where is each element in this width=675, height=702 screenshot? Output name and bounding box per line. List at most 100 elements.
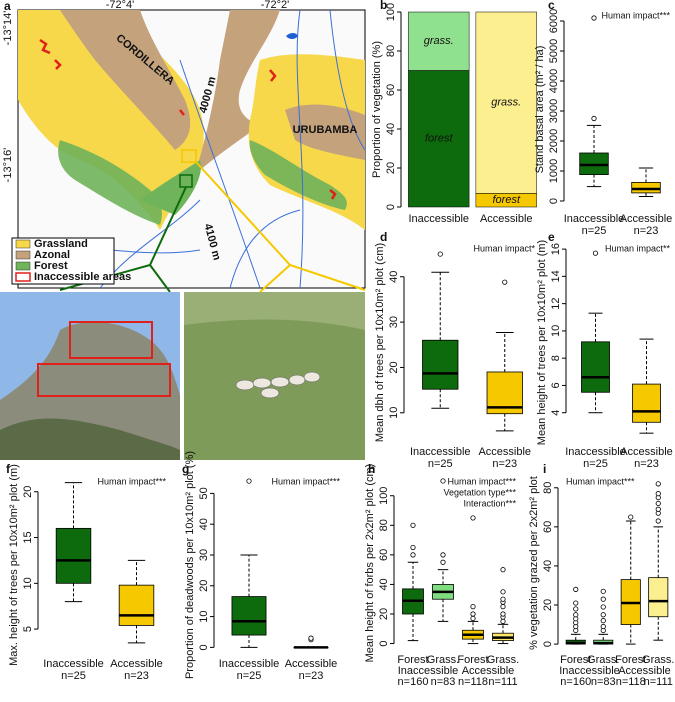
x-tick-label: Forest [615,654,646,666]
panel-letter: g [182,462,189,476]
y-tick-label: 60 [542,521,554,533]
panel-letter: c [548,0,555,12]
pasture-far [184,292,365,330]
legend-swatch [15,261,31,271]
outlier [592,250,599,256]
sample-size: n=25 [582,225,607,237]
y-tick-label: 10 [198,610,210,622]
photo-connector [195,161,366,293]
lon-label: -72°4' [106,0,135,11]
y-tick-label: 30 [198,549,210,561]
outlier [500,618,506,624]
y-tick-label: 16 [550,243,562,255]
outlier [573,586,579,592]
outlier [470,604,476,610]
y-axis-label: Mean height of forbs per 2x2m² plot (cm) [364,464,376,663]
outlier [600,623,606,630]
legend-swatch [15,272,31,282]
y-tick-label: 20 [388,361,400,373]
y-axis-label: Proportion of vegetation (%) [371,41,383,178]
x-tick-label: Forest [560,654,591,666]
bar-segment [408,11,470,71]
sample-size: n=25 [237,670,262,682]
x-tick-label: Grass. [487,654,519,666]
azonal-area [195,10,280,175]
outlier [308,635,314,641]
outlier [600,618,606,624]
y-tick-label: 80 [378,519,390,531]
sample-size: n=160 [398,676,429,688]
y-tick-label: 40 [385,123,397,135]
y-axis-label: % vegetation grazed per 2x2m² plot [528,476,540,650]
y-tick-label: 0 [198,644,210,650]
y-tick-label: 100 [378,487,390,505]
group-label: Accessible [618,665,671,677]
lat-label: -13°16' [2,148,14,183]
x-tick-label: Accessible [620,213,673,225]
bar-segment [408,70,470,208]
y-tick-label: 4 [550,410,562,416]
y-tick-label: 10 [550,325,562,337]
x-tick-label: Inaccessible [43,658,104,670]
outlier [573,612,579,618]
panel-letter: i [543,462,546,476]
outlier [470,515,476,521]
annotation: Human impact*** [271,476,340,486]
y-tick-label: 8 [550,355,562,361]
legend-swatch [15,250,31,260]
sample-size: n=23 [492,458,517,470]
y-tick-label: 0 [548,198,560,204]
legend-swatch [15,239,31,249]
highlight-box [69,321,153,359]
x-tick-label: Grass. [587,654,619,666]
x-tick-label: Accessible [478,446,531,458]
annotation: Interaction*** [463,498,516,508]
y-tick-label: 30 [388,316,400,328]
outlier [591,15,597,21]
y-tick-label: 1000 [548,159,560,183]
x-tick-label: Accessible [285,658,338,670]
sample-size: n=111 [644,676,673,688]
group-label: Inaccessible [398,665,459,677]
y-tick-label: 15 [22,531,34,543]
sample-size: n=23 [634,225,659,237]
y-tick-label: 10 [22,577,34,589]
outlier [573,606,579,612]
outlier [410,544,416,551]
outlier [437,251,443,257]
sample-size: n=25 [428,458,453,470]
photo-cliff [0,292,180,460]
y-tick-label: 14 [550,270,562,282]
sample-size: n=83 [431,676,456,688]
sample-size: n=23 [124,670,149,682]
outlier [410,552,416,558]
segment-label: grass. [424,35,454,47]
sheep [235,371,321,399]
lon-label: -72°2' [261,0,290,11]
box [631,181,661,194]
y-axis-label: Proportion of deadwoods per 10x10m² plot… [184,451,196,679]
y-tick-label: 20 [198,580,210,592]
outlier [470,615,476,622]
sample-size: n=25 [61,670,86,682]
y-tick-label: 4000 [548,69,560,93]
y-axis-label: Max. height of trees per 10x10m² plot (m… [8,464,20,666]
outlier [655,481,661,487]
legend-label: Azonal [34,249,70,261]
segment-label: forest [425,133,453,145]
segment-label: forest [492,194,520,206]
sample-size: n=118 [616,676,646,688]
forest-area [140,160,201,215]
y-tick-label: 0 [542,641,554,647]
legend-label: Grassland [34,238,88,250]
outlier [502,279,508,285]
y-tick-label: 80 [385,45,397,57]
y-axis-label: Mean dbh of trees per 10x10m² plot (cm) [374,243,386,442]
sample-size: n=160 [560,676,591,688]
y-tick-label: 3000 [548,99,560,123]
x-tick-label: Grass. [642,654,674,666]
sample-size: n=118 [458,676,488,688]
outlier [500,611,506,617]
